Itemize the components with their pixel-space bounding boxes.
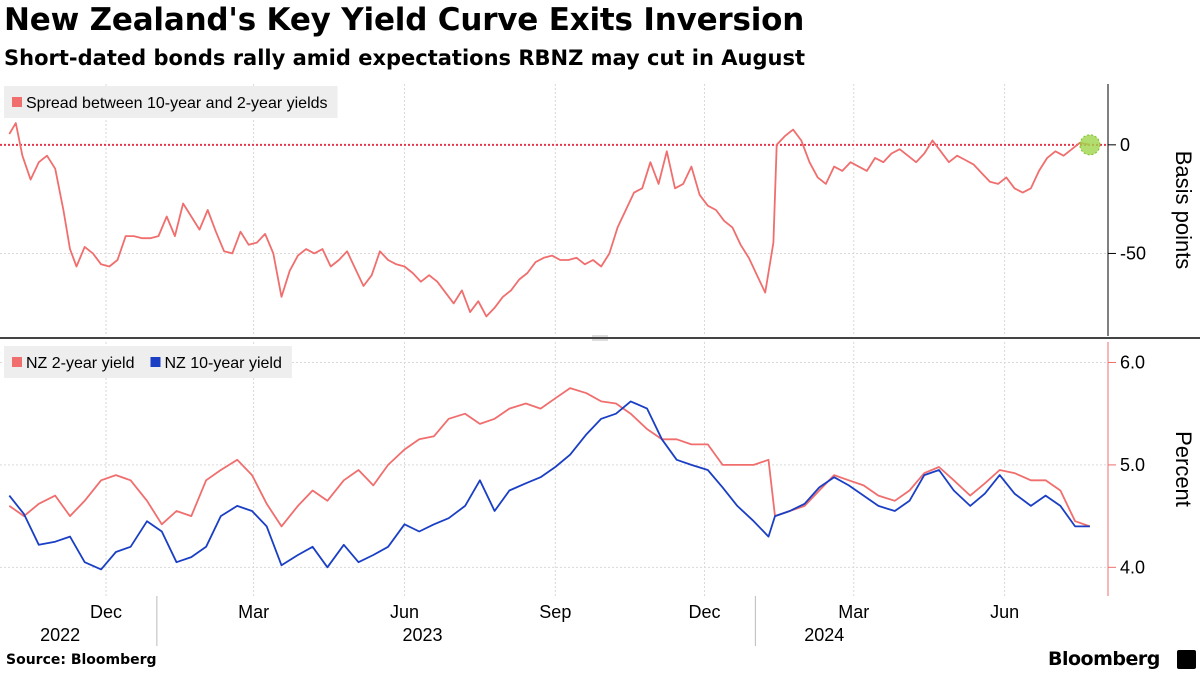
series-layer	[8, 122, 1101, 571]
x-year-label: 2024	[804, 625, 844, 645]
label-layer: Dec Mar Jun Sep Dec Mar Jun 2022 2023 2024 0 -50 Bas…	[40, 135, 1196, 645]
axis-layer	[0, 84, 1200, 646]
legend-label: NZ 10-year yield	[164, 355, 281, 372]
bottom-y-tick-label: 6.0	[1120, 352, 1145, 372]
grid-layer	[0, 84, 1108, 596]
bloomberg-mark-icon	[1177, 650, 1196, 669]
x-tick-label: Sep	[539, 602, 571, 622]
x-tick-label: Jun	[390, 602, 419, 622]
x-year-label: 2022	[40, 625, 80, 645]
top-legend-box	[4, 86, 338, 118]
legend-swatch	[12, 97, 22, 107]
chart-subtitle: Short-dated bonds rally amid expectation…	[4, 46, 805, 70]
series-line-spread-between-10-year-and-2-year-yields	[8, 122, 1091, 318]
bottom-y-tick-label: 5.0	[1120, 455, 1145, 475]
source-note: Source: Bloomberg	[6, 652, 157, 668]
top-y-tick-label: -50	[1120, 243, 1146, 263]
latest-point-marker	[1079, 134, 1101, 156]
x-year-label: 2023	[402, 625, 442, 645]
bottom-legend-box	[4, 346, 292, 378]
bloomberg-logo: Bloomberg	[1048, 648, 1160, 670]
top-y-tick-label: 0	[1120, 135, 1130, 155]
chart-title: New Zealand's Key Yield Curve Exits Inve…	[4, 2, 805, 38]
top-y-axis-title: Basis points	[1171, 151, 1196, 270]
x-tick-label: Jun	[990, 602, 1019, 622]
series-line-nz-2-year-yield	[8, 387, 1091, 528]
x-tick-label: Mar	[838, 602, 869, 622]
bottom-y-tick-label: 4.0	[1120, 557, 1145, 577]
x-tick-label: Dec	[689, 602, 721, 622]
x-tick-label: Dec	[90, 602, 122, 622]
bottom-y-axis-title: Percent	[1171, 431, 1196, 507]
legend-layer: Spread between 10-year and 2-year yields…	[4, 86, 338, 378]
series-line-nz-10-year-yield	[8, 400, 1090, 571]
legend-swatch	[12, 357, 22, 367]
legend-swatch	[150, 357, 161, 367]
x-tick-label: Mar	[238, 602, 269, 622]
legend-label: NZ 2-year yield	[26, 355, 134, 372]
legend-label: Spread between 10-year and 2-year yields	[26, 95, 328, 112]
